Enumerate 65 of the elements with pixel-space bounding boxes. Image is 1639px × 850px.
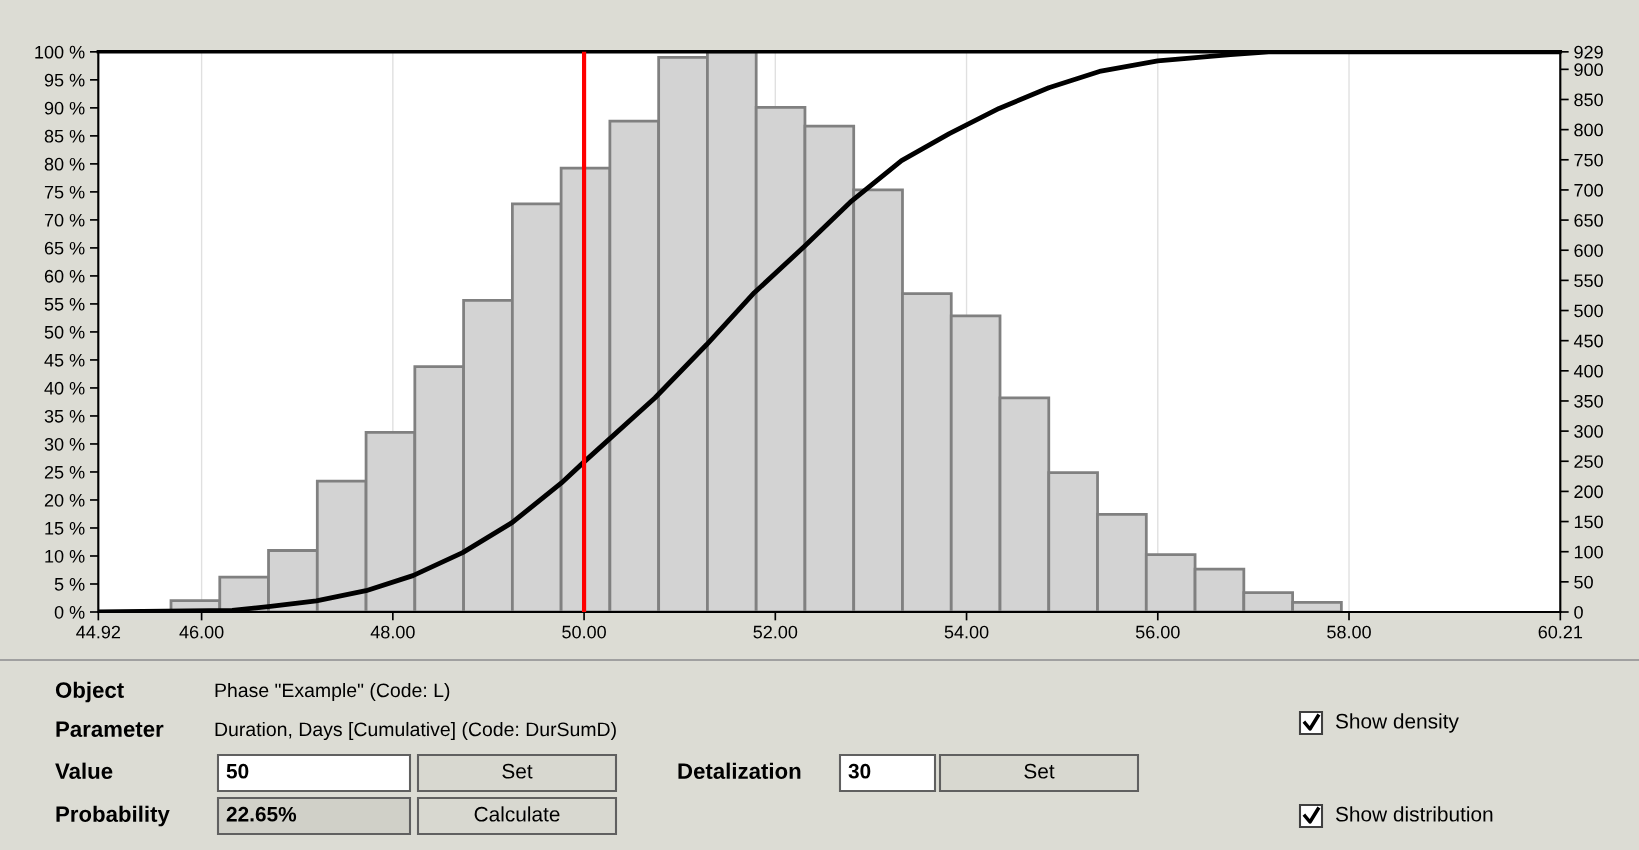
x-tick-label: 46.00 [179, 625, 224, 639]
y2-tick-label: 650 [1574, 214, 1603, 227]
y-tick-label: 0 % [54, 605, 85, 619]
y2-tick-label: 850 [1574, 93, 1603, 107]
y-tick-label: 95 % [44, 73, 85, 87]
text: Set [502, 763, 533, 779]
text: 30 [848, 763, 871, 779]
y2-tick-label: 150 [1574, 515, 1603, 529]
text: Set [1024, 763, 1055, 779]
y-tick-label: 40 % [44, 381, 85, 395]
y2-tick-label: 450 [1573, 334, 1603, 348]
y-tick-label: 30 % [44, 437, 85, 451]
x-tick-label: 58.00 [1327, 625, 1371, 639]
text: Value [55, 762, 113, 779]
x-tick-label: 56.00 [1135, 625, 1180, 639]
y2-tick-label: 750 [1574, 153, 1603, 167]
text: Phase "Example" (Code: L) [215, 682, 450, 702]
y-tick-label: 85 % [44, 129, 85, 143]
x-tick-label: 52.00 [753, 625, 798, 639]
y2-tick-label: 350 [1574, 394, 1603, 408]
y-tick-label: 10 % [45, 549, 85, 563]
y2-tick-label: 400 [1573, 364, 1603, 378]
y-tick-label: 55 % [44, 297, 85, 311]
text: Duration, Days [Cumulative] (Code: DurSumD) [215, 721, 616, 741]
x-tick-label: 60.21 [1538, 625, 1583, 639]
x-tick-label: 50.00 [562, 625, 606, 639]
y2-tick-label: 600 [1574, 244, 1603, 257]
y2-tick-label: 0 [1574, 605, 1583, 619]
y2-tick-label: 929 [1574, 45, 1603, 59]
y-tick-label: 80 % [44, 157, 85, 171]
x-tick-label: 54.00 [944, 625, 989, 639]
text: Show density [1335, 713, 1459, 733]
text: 50 [226, 763, 249, 779]
y-tick-label: 35 % [44, 409, 85, 423]
text: Calculate [474, 806, 560, 822]
y2-tick-label: 900 [1574, 63, 1603, 77]
y2-tick-label: 50 [1574, 575, 1593, 589]
y2-tick-label: 500 [1574, 304, 1603, 318]
y2-tick-label: 800 [1574, 123, 1603, 137]
text: Probability [56, 805, 170, 827]
y-tick-label: 15 % [45, 521, 85, 535]
x-tick-label: 48.00 [370, 625, 415, 639]
y2-tick-label: 200 [1574, 485, 1603, 499]
text: Parameter [56, 721, 164, 737]
y-tick-label: 20 % [44, 493, 85, 507]
text: Detalization [678, 762, 801, 779]
y2-tick-label: 550 [1574, 274, 1603, 288]
y-tick-label: 100 % [35, 45, 85, 59]
y-tick-label: 90 % [44, 101, 85, 115]
y-tick-label: 60 % [44, 269, 85, 283]
y-tick-label: 5 % [54, 578, 85, 591]
text: Object [55, 681, 124, 703]
y-tick-label: 45 % [44, 353, 85, 367]
y-tick-label: 25 % [44, 465, 85, 479]
text: 22.65% [226, 806, 297, 822]
y2-tick-label: 100 [1574, 545, 1603, 559]
y2-tick-label: 300 [1574, 425, 1603, 438]
x-tick-label: 44.92 [76, 625, 121, 639]
y-tick-label: 70 % [44, 213, 85, 227]
y-tick-label: 75 % [44, 185, 85, 199]
y2-tick-label: 250 [1574, 455, 1603, 468]
text: Show distribution [1335, 806, 1493, 822]
y-tick-label: 65 % [44, 241, 85, 255]
y2-tick-label: 700 [1574, 183, 1603, 197]
y-tick-label: 50 % [44, 325, 85, 339]
